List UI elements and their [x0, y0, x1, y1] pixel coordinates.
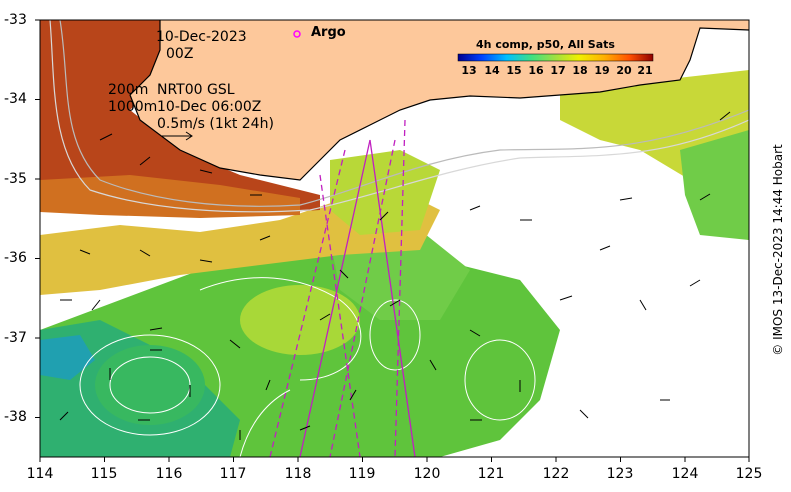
x-tick-label: 116: [155, 466, 183, 482]
coastline: [129, 20, 749, 181]
depth-contour-1000: [49, 20, 749, 213]
x-tick-label: 124: [671, 466, 699, 482]
colorbar: [457, 53, 654, 62]
colorbar-tick: 14: [484, 64, 500, 77]
scale-vector-label: 0.5m/s (1kt 24h): [157, 116, 274, 132]
y-tick-label: -37: [4, 330, 27, 346]
argo-legend-marker: [293, 30, 301, 38]
x-tick-label: 121: [477, 466, 505, 482]
scale-vector-arrow: [162, 131, 193, 141]
y-tick-label: -36: [4, 250, 27, 266]
colorbar-tick: 13: [461, 64, 477, 77]
colorbar-tick: 16: [528, 64, 544, 77]
x-tick-label: 123: [606, 466, 634, 482]
x-tick-label: 114: [26, 466, 54, 482]
x-tick-label: 119: [348, 466, 376, 482]
plot-frame: [39, 19, 750, 458]
x-tick-label: 117: [219, 466, 247, 482]
warm-water-edge: [40, 175, 300, 218]
x-tick-label: 122: [542, 466, 570, 482]
east-green-patch: [680, 130, 749, 240]
depth-label-200: 200m: [108, 82, 149, 98]
colorbar-tick: 17: [550, 64, 566, 77]
depth-label-1000: 1000m: [108, 99, 158, 115]
x-tick-label: 115: [90, 466, 118, 482]
mid-eddy: [240, 285, 360, 355]
yellow-green-band: [330, 150, 440, 235]
plot-area: [40, 20, 749, 457]
colorbar-tick: 18: [572, 64, 588, 77]
argo-legend-label: Argo: [311, 25, 346, 40]
y-tick-label: -34: [4, 91, 27, 107]
x-tick-label: 120: [413, 466, 441, 482]
x-tick-label: 125: [735, 466, 763, 482]
colorbar-tick: 15: [506, 64, 522, 77]
depth-contour-200: [59, 20, 749, 207]
y-tick-label: -35: [4, 171, 27, 187]
colorbar-tick: 21: [637, 64, 653, 77]
teal-patches: [40, 335, 95, 380]
current-vectors: [59, 111, 731, 440]
axis-ticks: [35, 19, 750, 462]
x-tick-label: 118: [284, 466, 312, 482]
product-time-label: 10-Dec 06:00Z: [157, 99, 262, 115]
colorbar-title: 4h comp, p50, All Sats: [476, 38, 615, 51]
y-tick-label: -38: [4, 409, 27, 425]
date-line-1: 10-Dec-2023: [156, 29, 247, 45]
date-line-2: 00Z: [166, 46, 194, 62]
warm-water-region: [40, 20, 320, 215]
colorbar-tick: 20: [616, 64, 632, 77]
y-tick-label: -33: [4, 12, 27, 28]
satellite-tracks: [269, 119, 416, 457]
credit-label: © IMOS 13-Dec-2023 14:44 Hobart: [771, 144, 785, 356]
product-label: NRT00 GSL: [157, 82, 235, 98]
colorbar-tick: 19: [594, 64, 610, 77]
